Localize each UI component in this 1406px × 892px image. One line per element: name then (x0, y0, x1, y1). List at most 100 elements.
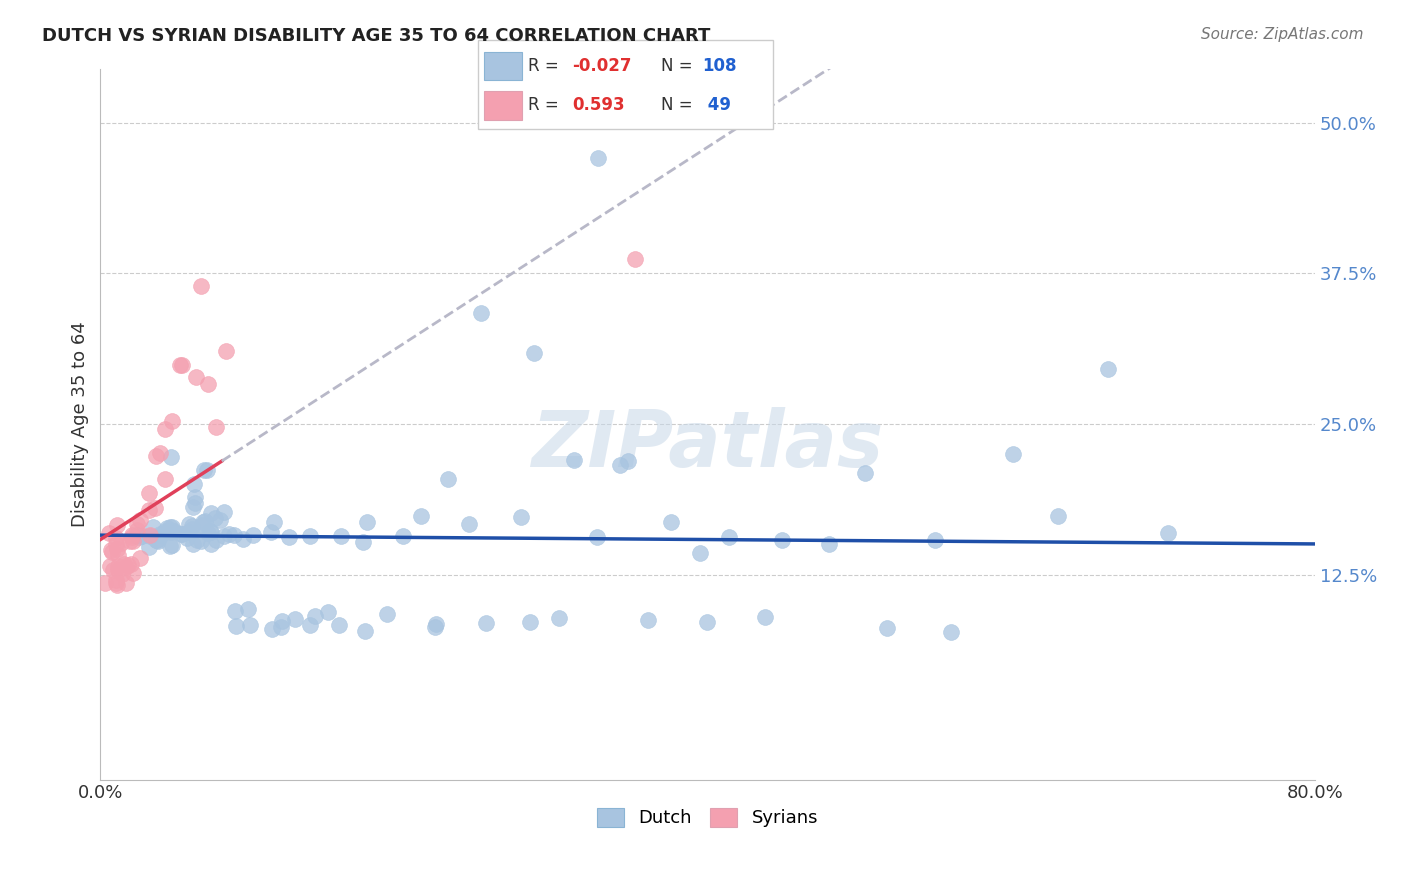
Point (143, 500, 166, 515)
Text: 49: 49 (703, 96, 731, 114)
Point (242, 528, 264, 542)
Point (239, 617, 262, 632)
Point (637, 613, 659, 627)
Point (585, 530, 607, 544)
Point (853, 466, 876, 480)
Point (105, 537, 128, 551)
Point (155, 521, 177, 535)
Point (214, 505, 236, 519)
Point (458, 516, 481, 531)
Point (238, 601, 260, 615)
Point (101, 544, 124, 558)
Text: 108: 108 (703, 57, 737, 75)
Point (153, 472, 176, 486)
Point (299, 618, 322, 632)
Point (191, 517, 214, 532)
Point (696, 615, 718, 630)
Point (259, 524, 281, 539)
Point (110, 536, 132, 550)
Point (689, 546, 711, 560)
Point (150, 528, 173, 542)
Point (519, 615, 541, 629)
Point (316, 605, 339, 619)
FancyBboxPatch shape (484, 52, 523, 80)
Point (204, 533, 226, 547)
Point (129, 550, 152, 565)
Point (270, 620, 292, 634)
Point (215, 343, 238, 358)
Point (138, 502, 160, 516)
Point (1001, 447, 1024, 461)
Point (328, 618, 350, 632)
Point (104, 575, 127, 590)
Point (118, 534, 141, 549)
Text: N =: N = (661, 57, 697, 75)
Point (270, 614, 292, 628)
Point (107, 559, 129, 574)
Point (184, 369, 207, 384)
Point (204, 419, 226, 434)
Point (157, 524, 180, 538)
Point (160, 450, 183, 464)
Point (160, 519, 183, 533)
Point (184, 491, 207, 505)
Point (209, 513, 232, 527)
Point (181, 518, 204, 533)
Point (754, 610, 776, 624)
Point (115, 560, 138, 574)
Point (170, 526, 193, 541)
Point (145, 449, 167, 463)
FancyBboxPatch shape (484, 91, 523, 120)
Point (149, 527, 172, 541)
Point (197, 376, 219, 391)
Point (470, 306, 492, 320)
Point (170, 526, 193, 541)
Point (186, 533, 208, 547)
Point (375, 607, 398, 622)
Point (138, 485, 160, 500)
Point (111, 567, 134, 582)
Point (876, 621, 898, 635)
Text: R =: R = (529, 96, 564, 114)
Point (193, 463, 215, 477)
Point (138, 540, 160, 554)
Text: DUTCH VS SYRIAN DISABILITY AGE 35 TO 64 CORRELATION CHART: DUTCH VS SYRIAN DISABILITY AGE 35 TO 64 … (42, 27, 710, 45)
Point (181, 537, 204, 551)
Point (177, 525, 200, 540)
Point (122, 566, 145, 580)
Point (183, 477, 205, 491)
Point (105, 542, 128, 557)
Point (115, 576, 138, 591)
Point (1157, 525, 1180, 540)
Text: ZIPatlas: ZIPatlas (531, 408, 883, 483)
Point (718, 530, 741, 544)
Point (142, 520, 165, 534)
Point (153, 524, 176, 539)
Point (190, 279, 212, 293)
Point (298, 528, 321, 542)
Point (354, 624, 377, 638)
Text: -0.027: -0.027 (572, 57, 633, 75)
Point (190, 533, 212, 548)
Point (225, 619, 247, 633)
Point (160, 538, 183, 552)
Point (425, 617, 447, 632)
Point (510, 509, 533, 524)
Point (177, 516, 200, 531)
Text: Source: ZipAtlas.com: Source: ZipAtlas.com (1201, 27, 1364, 42)
Point (101, 563, 124, 577)
Point (181, 500, 204, 514)
Point (94, 576, 117, 591)
Point (329, 529, 352, 543)
FancyBboxPatch shape (478, 40, 773, 129)
Point (160, 524, 183, 539)
Point (121, 530, 143, 544)
Point (624, 252, 647, 266)
Point (263, 515, 285, 529)
Point (128, 530, 150, 544)
Point (131, 529, 153, 543)
Point (548, 611, 571, 625)
Point (204, 511, 226, 525)
Point (392, 529, 415, 543)
Point (98, 559, 121, 574)
